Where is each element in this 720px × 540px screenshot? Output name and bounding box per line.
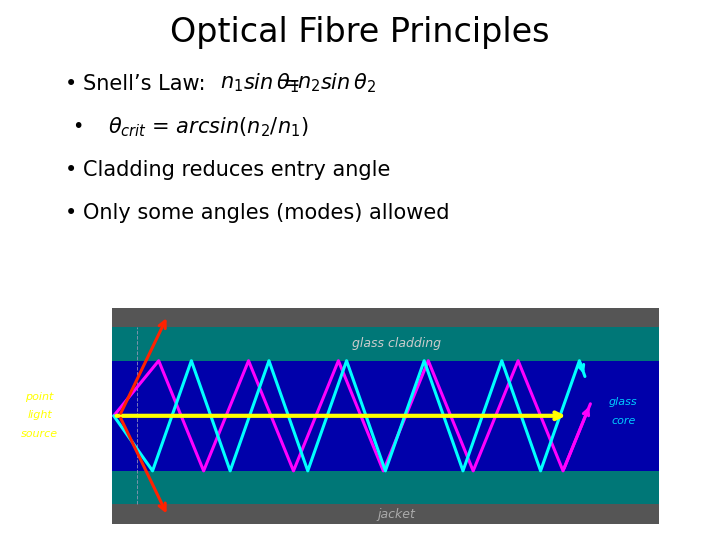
- Text: source: source: [21, 429, 58, 438]
- Bar: [112, 308, 659, 524]
- Text: glass: glass: [609, 397, 637, 407]
- Text: $\it{sin\,\theta_1}$: $\it{sin\,\theta_1}$: [243, 72, 300, 96]
- Bar: [112, 504, 659, 524]
- Text: •: •: [72, 117, 84, 137]
- Text: •: •: [65, 160, 77, 180]
- Text: =: =: [283, 73, 300, 94]
- Text: point: point: [25, 392, 54, 402]
- Text: light: light: [27, 410, 52, 420]
- Text: glass cladding: glass cladding: [351, 338, 441, 350]
- Bar: [112, 308, 659, 327]
- Text: $\it{n_1}$: $\it{n_1}$: [220, 73, 243, 94]
- Text: •: •: [65, 73, 77, 94]
- Text: jacket: jacket: [377, 508, 415, 521]
- Text: Only some angles (modes) allowed: Only some angles (modes) allowed: [83, 203, 449, 224]
- Bar: [112, 471, 659, 504]
- Text: Cladding reduces entry angle: Cladding reduces entry angle: [83, 160, 390, 180]
- Text: •: •: [65, 203, 77, 224]
- Text: Snell’s Law:: Snell’s Law:: [83, 73, 212, 94]
- Text: $\it{n_2}$: $\it{n_2}$: [297, 73, 320, 94]
- Text: $\it{\theta_{crit}}$ = $\it{arcsin(n_2/n_1)}$: $\it{\theta_{crit}}$ = $\it{arcsin(n_2/n…: [108, 115, 308, 139]
- Text: core: core: [611, 416, 636, 426]
- Bar: [112, 327, 659, 361]
- Bar: [112, 361, 659, 471]
- Text: Optical Fibre Principles: Optical Fibre Principles: [170, 16, 550, 49]
- Text: $\it{sin\,\theta_2}$: $\it{sin\,\theta_2}$: [320, 72, 376, 96]
